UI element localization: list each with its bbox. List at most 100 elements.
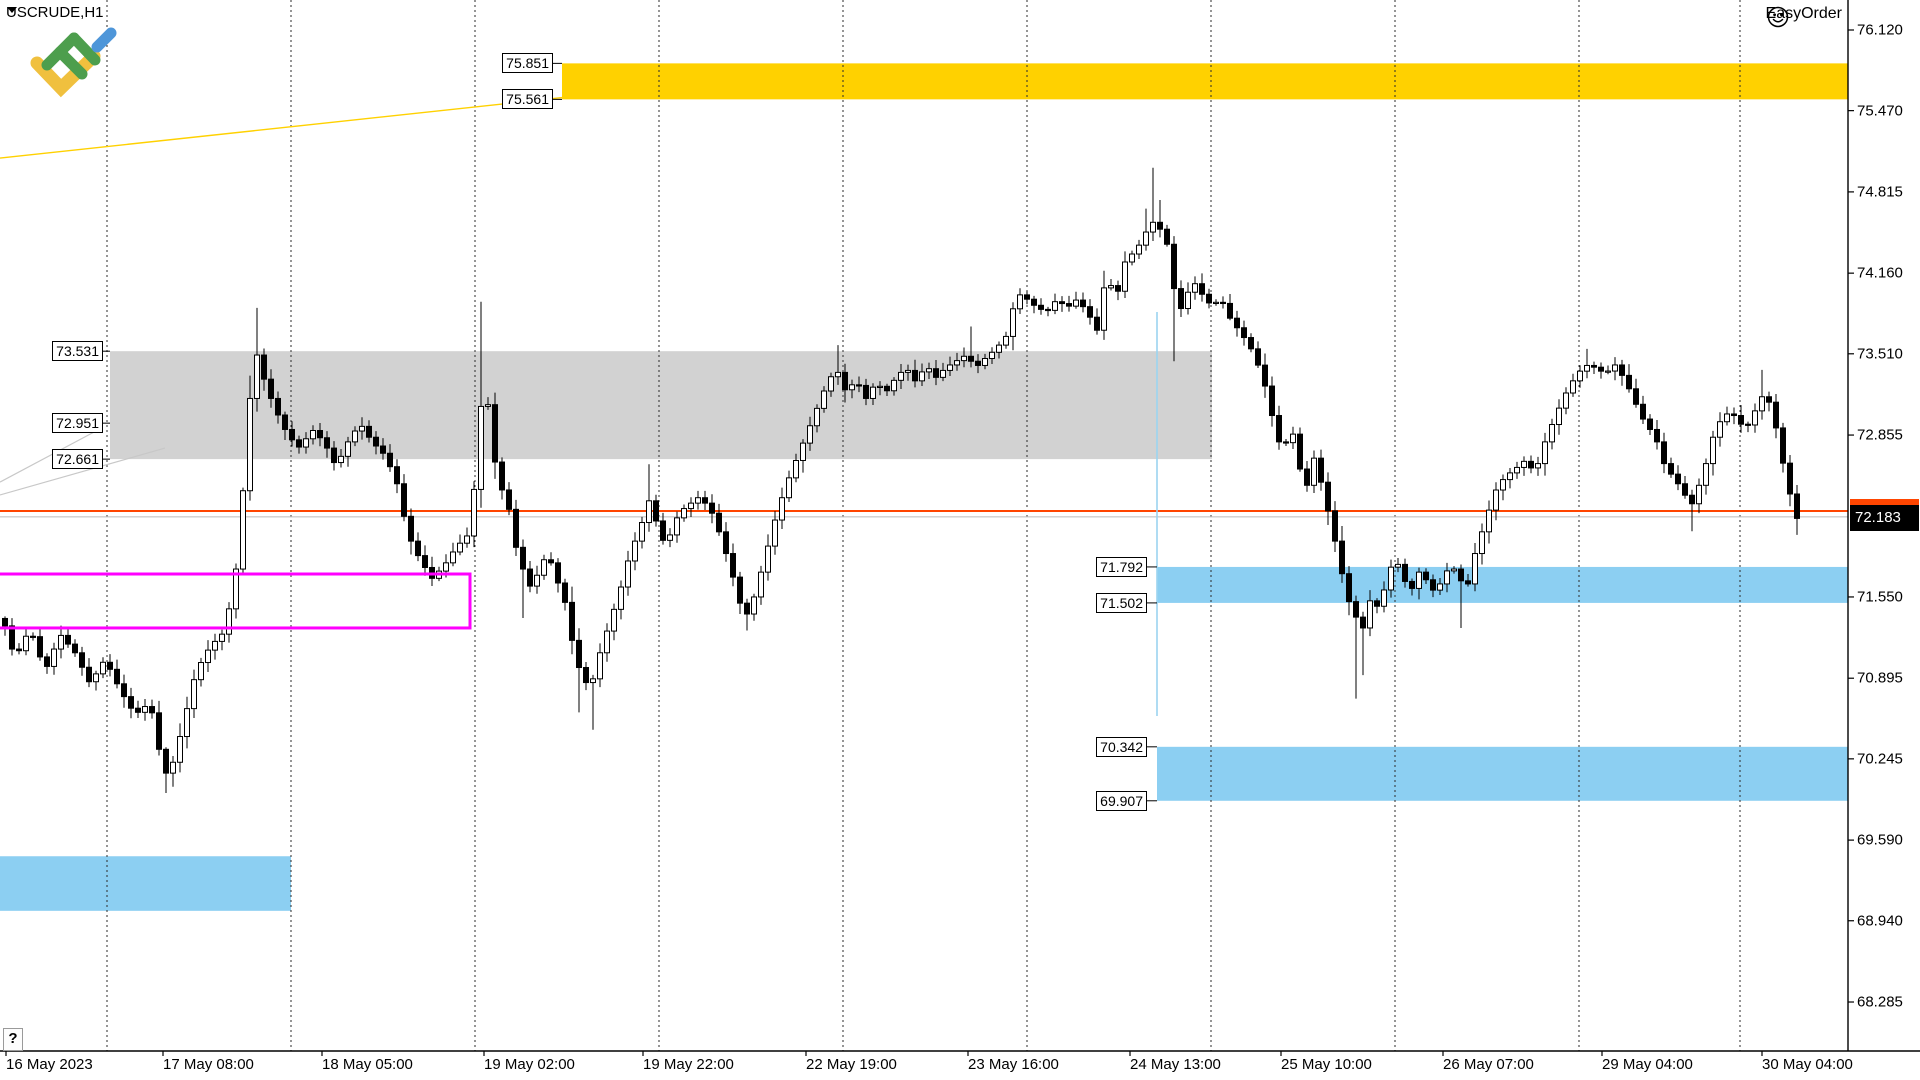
candle-down [548,559,554,564]
time-axis-label[interactable]: 19 May 22:00 [643,1056,734,1073]
time-axis-label[interactable]: 22 May 19:00 [806,1056,897,1073]
price-axis-label[interactable]: 72.855 [1857,426,1903,444]
candle-down [1360,616,1366,629]
candle-up [800,442,806,461]
price-axis-label[interactable]: 70.895 [1857,669,1903,687]
zone-price-label[interactable]: 70.342 [1096,736,1147,757]
time-axis-label[interactable]: 26 May 07:00 [1443,1056,1534,1073]
candle-down [1731,413,1737,417]
easyorder-smiley-icon[interactable] [1766,5,1790,29]
gray-trendline-2[interactable] [0,447,166,496]
candle-down [156,712,162,750]
candle-up [219,633,225,642]
candle-up [359,425,365,432]
price-axis-label[interactable]: 74.815 [1857,183,1903,201]
candle-up [982,358,988,366]
candle-up [233,568,239,610]
candle-up [1003,335,1009,346]
candle-up [1507,472,1513,481]
candle-down [968,355,974,362]
candle-down [163,748,169,774]
candle-up [1584,364,1590,372]
candle-down [289,428,295,441]
candle-down [1087,306,1093,318]
candle-up [198,662,204,681]
zone-supply-gray[interactable] [110,351,1212,460]
zone-price-label[interactable]: 75.851 [502,53,553,74]
price-axis-label[interactable]: 76.120 [1857,21,1903,39]
candle-down [275,397,281,416]
zone-support-blue-1[interactable] [1157,566,1848,603]
candle-down [1045,308,1051,312]
candle-down [1304,468,1310,486]
candle-down [282,414,288,430]
candle-up [1521,460,1527,468]
candle-up [793,459,799,479]
magenta-rectangle[interactable] [0,572,472,630]
candle-down [366,425,372,438]
candle-up [310,430,316,440]
price-axis-label[interactable]: 74.160 [1857,264,1903,282]
time-axis-label[interactable]: 29 May 04:00 [1602,1056,1693,1073]
time-axis-label[interactable]: 23 May 16:00 [968,1056,1059,1073]
zone-price-label[interactable]: 69.907 [1096,790,1147,811]
candle-up [1143,231,1149,246]
litefinance-logo-icon [30,27,117,98]
time-axis-label[interactable]: 17 May 08:00 [163,1056,254,1073]
candle-down [1626,374,1632,390]
zone-support-blue-2[interactable] [1157,746,1848,801]
candle-up [170,761,176,774]
candle-up [247,397,253,492]
chevron-down-icon[interactable] [6,4,18,16]
zone-price-label[interactable]: 71.792 [1096,556,1147,577]
candle-up [177,736,183,763]
plot-area[interactable] [0,0,1848,1051]
candle-up [905,369,911,373]
candle-down [1339,540,1345,575]
price-axis-label[interactable]: 68.940 [1857,912,1903,930]
candle-up [1500,479,1506,491]
help-button[interactable]: ? [3,1028,23,1051]
candle-down [583,667,589,684]
zone-price-label[interactable]: 72.951 [52,413,103,434]
easyorder-panel[interactable]: EasyOrder [1766,5,1842,28]
yellow-trendline[interactable] [0,96,563,159]
candle-up [590,678,596,684]
candle-up [646,500,652,524]
candle-up [1479,531,1485,555]
time-axis-label[interactable]: 19 May 02:00 [484,1056,575,1073]
candles[interactable] [2,167,1800,793]
price-axis-label[interactable]: 70.245 [1857,750,1903,768]
candle-down [135,707,141,713]
price-axis-label[interactable]: 69.590 [1857,831,1903,849]
price-axis-label[interactable]: 71.550 [1857,588,1903,606]
zone-price-label[interactable]: 71.502 [1096,592,1147,613]
zone-price-label[interactable]: 73.531 [52,341,103,362]
candle-up [1192,283,1198,293]
candle-up [1703,463,1709,486]
zone-price-label[interactable]: 72.661 [52,449,103,470]
candle-up [1122,261,1128,292]
zone-support-blue-left[interactable] [0,856,291,911]
candle-down [856,384,862,387]
candle-up [870,386,876,399]
candle-down [1094,316,1100,331]
price-axis-label[interactable]: 68.285 [1857,993,1903,1011]
zone-price-label[interactable]: 75.561 [502,89,553,110]
price-axis-label[interactable]: 73.510 [1857,345,1903,363]
time-axis-label[interactable]: 16 May 2023 [6,1056,93,1073]
zone-resistance-yellow[interactable] [562,63,1848,100]
time-axis-label[interactable]: 30 May 04:00 [1762,1056,1853,1073]
candle-down [324,437,330,449]
candle-down [1633,388,1639,405]
price-axis-label[interactable]: 75.470 [1857,102,1903,120]
candle-up [534,574,540,587]
candle-down [569,601,575,641]
time-axis-label[interactable]: 25 May 10:00 [1281,1056,1372,1073]
candle-down [408,515,414,542]
time-axis-label[interactable]: 18 May 05:00 [322,1056,413,1073]
time-axis-label[interactable]: 24 May 13:00 [1130,1056,1221,1073]
candle-down [1157,221,1163,230]
gray-trendline-1[interactable] [0,428,101,483]
